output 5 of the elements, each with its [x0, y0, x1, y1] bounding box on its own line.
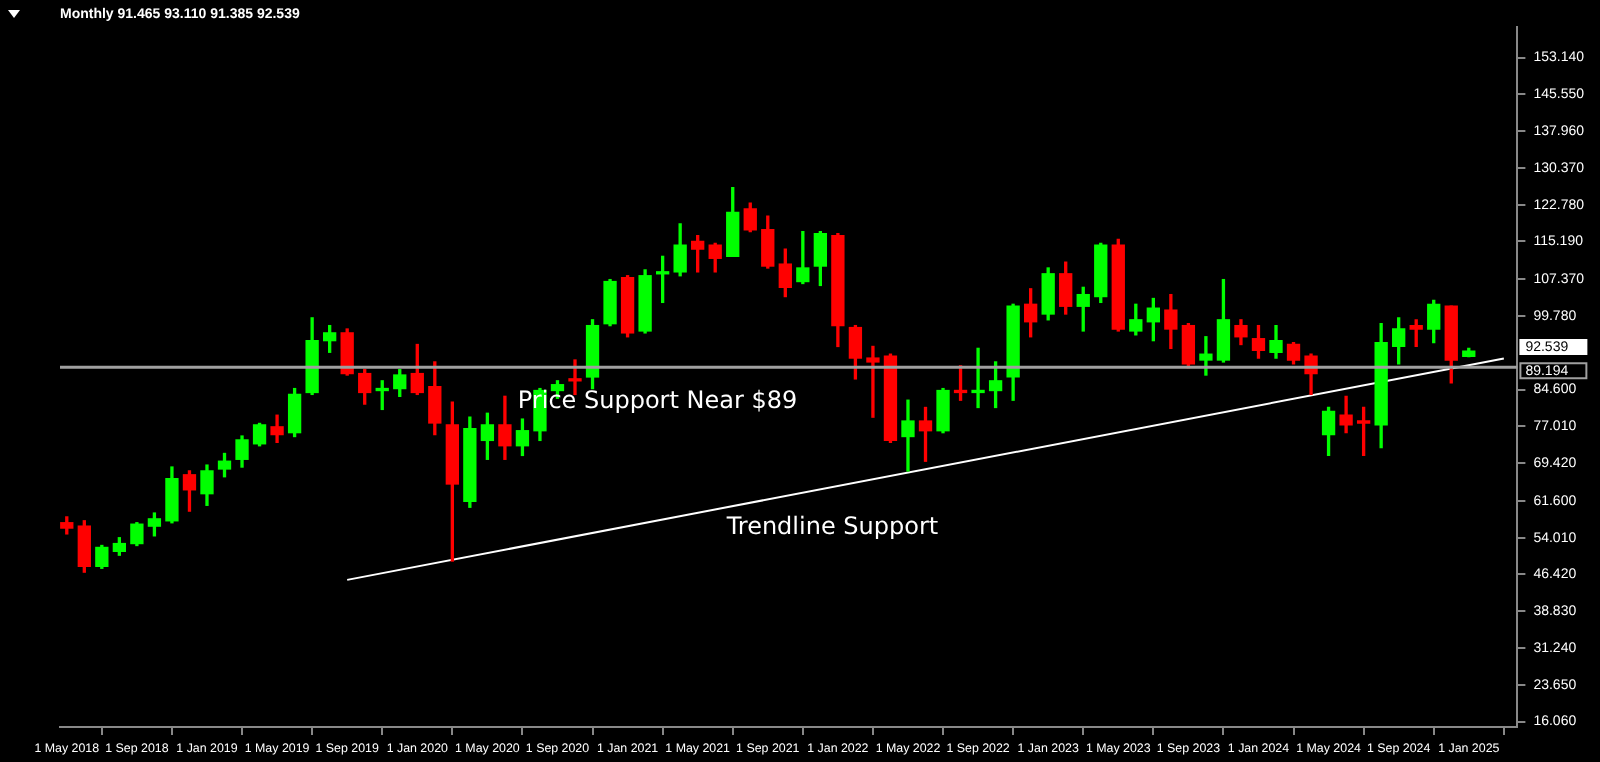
annotation: Trendline Support: [724, 511, 939, 540]
candlestick: [1199, 336, 1213, 376]
candlestick: [866, 345, 880, 418]
candlestick: [901, 399, 915, 472]
candlestick: [971, 347, 985, 409]
